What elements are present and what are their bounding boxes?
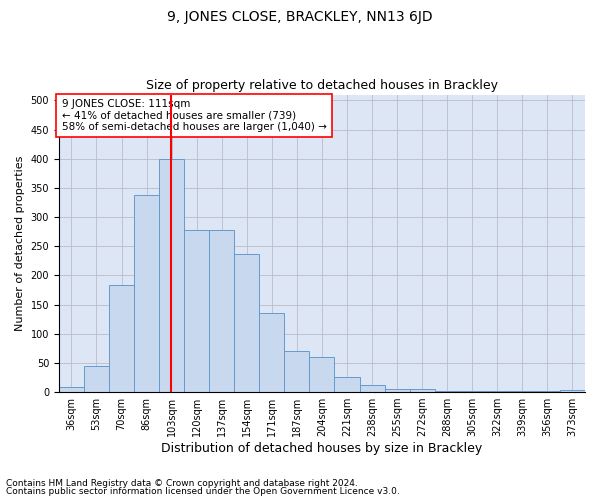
Bar xyxy=(560,390,585,392)
Bar xyxy=(209,230,234,392)
Bar xyxy=(434,391,460,392)
Bar xyxy=(310,357,334,392)
Bar xyxy=(284,351,310,392)
Bar xyxy=(259,314,284,392)
Bar xyxy=(410,389,434,392)
Y-axis label: Number of detached properties: Number of detached properties xyxy=(15,156,25,331)
Bar xyxy=(385,389,410,392)
Text: 9 JONES CLOSE: 111sqm
← 41% of detached houses are smaller (739)
58% of semi-det: 9 JONES CLOSE: 111sqm ← 41% of detached … xyxy=(62,99,326,132)
Text: Contains HM Land Registry data © Crown copyright and database right 2024.: Contains HM Land Registry data © Crown c… xyxy=(6,478,358,488)
Bar xyxy=(109,286,134,392)
X-axis label: Distribution of detached houses by size in Brackley: Distribution of detached houses by size … xyxy=(161,442,482,455)
Bar xyxy=(59,388,84,392)
Text: Contains public sector information licensed under the Open Government Licence v3: Contains public sector information licen… xyxy=(6,487,400,496)
Bar xyxy=(159,158,184,392)
Title: Size of property relative to detached houses in Brackley: Size of property relative to detached ho… xyxy=(146,79,498,92)
Bar xyxy=(134,195,159,392)
Bar xyxy=(234,254,259,392)
Bar xyxy=(334,378,359,392)
Text: 9, JONES CLOSE, BRACKLEY, NN13 6JD: 9, JONES CLOSE, BRACKLEY, NN13 6JD xyxy=(167,10,433,24)
Bar xyxy=(84,366,109,392)
Bar xyxy=(359,385,385,392)
Bar xyxy=(460,391,485,392)
Bar xyxy=(184,230,209,392)
